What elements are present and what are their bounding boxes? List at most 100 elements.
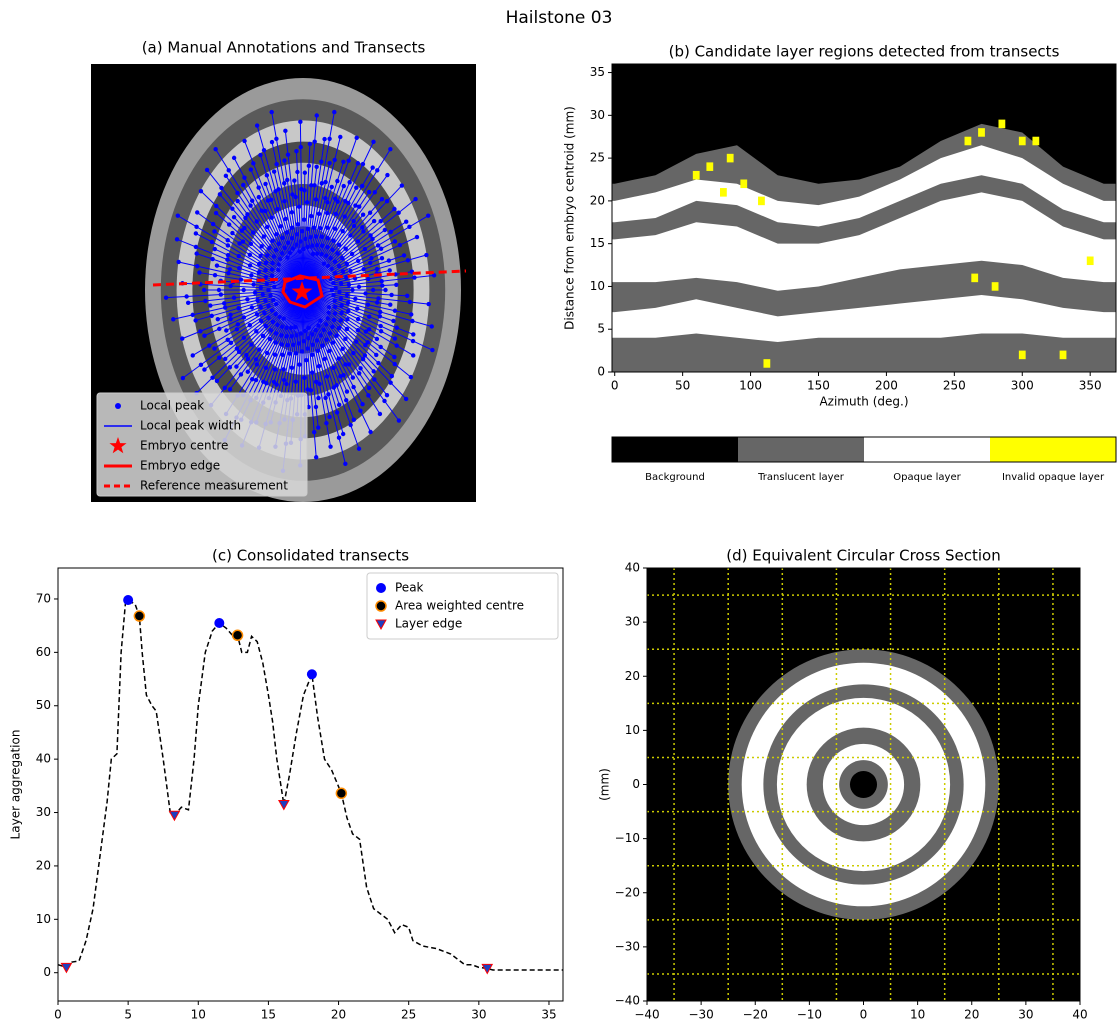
peak-dot [335,199,340,204]
peak-dot [333,196,338,201]
peak-dot [275,206,280,212]
peak-dot [325,225,330,230]
peak-dot [253,377,259,383]
peak-dot [351,218,356,224]
peak-dot [282,181,287,186]
peak-dot [371,139,376,145]
invalid-cell [706,162,714,171]
x-tick-label: −20 [743,1008,768,1021]
peak-dot [331,385,336,390]
y-tick-label: 35 [590,65,605,79]
peak-dot [360,183,365,189]
marker [481,963,494,975]
peak-dot [353,203,358,208]
legend-marker [109,437,127,454]
peak-dot [190,353,195,358]
colorbar-frame [611,436,1117,463]
transect [302,141,374,291]
invalid-cell [971,273,979,283]
peak-dot [249,198,255,203]
peak-dot [369,256,374,261]
marker [123,595,134,606]
invalid-cell [991,282,999,291]
peak-dot [327,414,332,420]
transect [302,289,355,420]
transect [177,215,304,291]
invalid-cell [692,170,700,180]
peak-dot [260,292,266,297]
peak-dot [279,342,284,347]
embryo-centre [291,281,313,301]
y-tick-label: 30 [590,108,605,122]
peak-dot [228,283,233,289]
peak-dot [214,203,219,209]
y-axis-label: Distance from embryo centroid (mm) [563,106,577,330]
peak-dot [214,378,220,384]
transect [302,161,344,291]
legend-label: Reference measurement [140,479,288,493]
x-axis-label: Azimuth (deg.) [819,395,908,409]
peak-dot [203,298,208,304]
peak-dot [350,375,356,380]
peak-dot [217,192,223,197]
transect [299,121,304,291]
peak-dot [365,340,370,345]
peak-dot [302,375,307,380]
peak-dot [346,200,351,206]
legend-box [366,572,559,640]
peak-dot [332,109,337,115]
peak-dot [368,429,373,435]
y-tick-label: 60 [36,645,51,659]
transect [233,157,304,291]
y-tick-label: 20 [625,669,640,683]
peak-dot [235,322,240,327]
peak-dot [251,161,256,166]
peak-dot [351,384,356,390]
peak-dot [218,292,224,297]
peak-dot [210,375,215,380]
peak-dot [378,323,383,329]
peak-dot [404,219,409,224]
layer-region [612,333,1116,372]
peak-dot [343,275,349,280]
transect [182,289,304,379]
peak-dot [259,208,264,213]
peak-dot [392,239,398,244]
peak-dot [392,206,397,212]
peak-dot [270,238,275,243]
peak-dot [208,303,213,308]
peak-dot [371,218,377,224]
peak-dot [225,257,230,262]
transect [302,289,407,400]
peak-dot [216,287,222,293]
peak-dot [366,314,372,319]
peak-dot [254,312,260,317]
peak-dot [405,293,410,299]
peak-dot [392,361,397,367]
peak-dot [382,398,387,404]
peak-dot [413,196,418,202]
peak-dot [231,295,237,300]
peak-dot [282,158,287,163]
peak-dot [333,285,338,291]
peak-dot [378,218,383,224]
peak-dot [263,208,268,214]
peak-dot [414,234,420,240]
peak-dot [316,425,321,430]
peak-dot [241,182,246,188]
peak-dot [343,362,348,367]
peak-dot [255,298,260,303]
transect [259,154,304,291]
peak-dot [294,232,300,237]
peak-dot [378,344,383,350]
peak-dot [304,200,310,205]
peak-dot [335,178,340,184]
y-tick-label: 50 [36,698,51,712]
peak-dot [311,225,317,230]
peak-dot [339,303,344,308]
peak-dot [346,362,352,367]
marker [375,600,387,612]
peak-dot [370,287,376,293]
peak-dot [356,284,362,290]
